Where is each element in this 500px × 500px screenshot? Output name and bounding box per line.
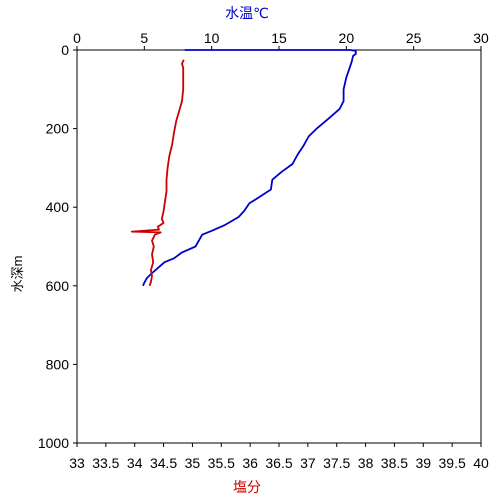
- bottom-tick-label: 37: [300, 455, 316, 471]
- series-lines: [130, 49, 357, 287]
- bottom-tick-label: 34.5: [150, 455, 177, 471]
- bottom-tick-label: 39.5: [439, 455, 466, 471]
- bottom-tick-label: 38.5: [381, 455, 408, 471]
- bottom-axis-title: 塩分: [233, 479, 261, 495]
- top-tick-label: 20: [339, 30, 355, 46]
- top-tick-label: 5: [140, 30, 148, 46]
- top-tick-label: 25: [406, 30, 422, 46]
- plot-frame: [76, 49, 482, 444]
- bottom-tick-label: 33: [69, 455, 85, 471]
- left-tick-label: 1000: [38, 435, 69, 451]
- top-tick-label: 30: [473, 30, 489, 46]
- left-tick-label: 0: [61, 42, 69, 58]
- bottom-tick-label: 38: [358, 455, 374, 471]
- top-tick-label: 15: [271, 30, 287, 46]
- plot-area: [76, 49, 482, 444]
- bottom-tick-label: 33.5: [92, 455, 119, 471]
- left-axis: 0 200 400 600 800 1000: [38, 42, 77, 451]
- left-tick-label: 800: [46, 356, 70, 372]
- salinity-series-line: [130, 59, 185, 287]
- bottom-axis: 33 33.5 34 34.5 35 35.5 36 36.5 37 37.5 38 38.5 39 39…: [69, 443, 489, 471]
- bottom-tick-label: 34: [127, 455, 143, 471]
- left-tick-label: 200: [46, 121, 70, 137]
- top-axis: 0 5 10 15 20 25 30: [73, 30, 489, 50]
- bottom-tick-label: 35: [185, 455, 201, 471]
- top-tick-label: 0: [73, 30, 81, 46]
- bottom-tick-label: 36.5: [265, 455, 292, 471]
- top-tick-label: 10: [204, 30, 220, 46]
- left-axis-title: 水深m: [10, 256, 25, 293]
- top-axis-title: 水温℃: [225, 5, 269, 21]
- left-tick-label: 600: [46, 278, 70, 294]
- temperature-series-line: [142, 49, 357, 287]
- bottom-tick-label: 40: [473, 455, 489, 471]
- left-tick-label: 400: [46, 199, 70, 215]
- bottom-tick-label: 37.5: [323, 455, 350, 471]
- bottom-tick-label: 35.5: [208, 455, 235, 471]
- bottom-tick-label: 36: [242, 455, 258, 471]
- bottom-tick-label: 39: [415, 455, 431, 471]
